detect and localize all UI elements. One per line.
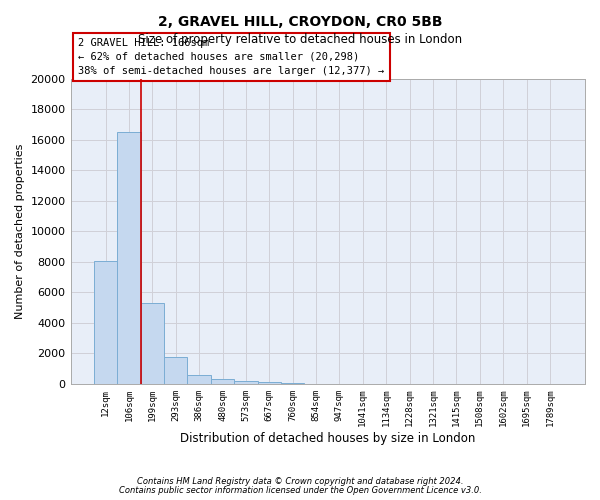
Text: 2, GRAVEL HILL, CROYDON, CR0 5BB: 2, GRAVEL HILL, CROYDON, CR0 5BB [158,15,442,29]
Bar [234,381,257,384]
Y-axis label: Number of detached properties: Number of detached properties [15,144,25,319]
Bar [211,378,234,384]
Bar [140,303,164,384]
Bar [187,375,211,384]
Bar [118,132,140,384]
Text: Contains HM Land Registry data © Crown copyright and database right 2024.: Contains HM Land Registry data © Crown c… [137,477,463,486]
Bar [94,261,118,384]
Text: Size of property relative to detached houses in London: Size of property relative to detached ho… [138,32,462,46]
Bar [281,383,304,384]
X-axis label: Distribution of detached houses by size in London: Distribution of detached houses by size … [180,432,475,445]
Text: Contains public sector information licensed under the Open Government Licence v3: Contains public sector information licen… [119,486,481,495]
Text: 2 GRAVEL HILL: 166sqm
← 62% of detached houses are smaller (20,298)
38% of semi-: 2 GRAVEL HILL: 166sqm ← 62% of detached … [78,38,385,76]
Bar [164,358,187,384]
Bar [257,382,281,384]
